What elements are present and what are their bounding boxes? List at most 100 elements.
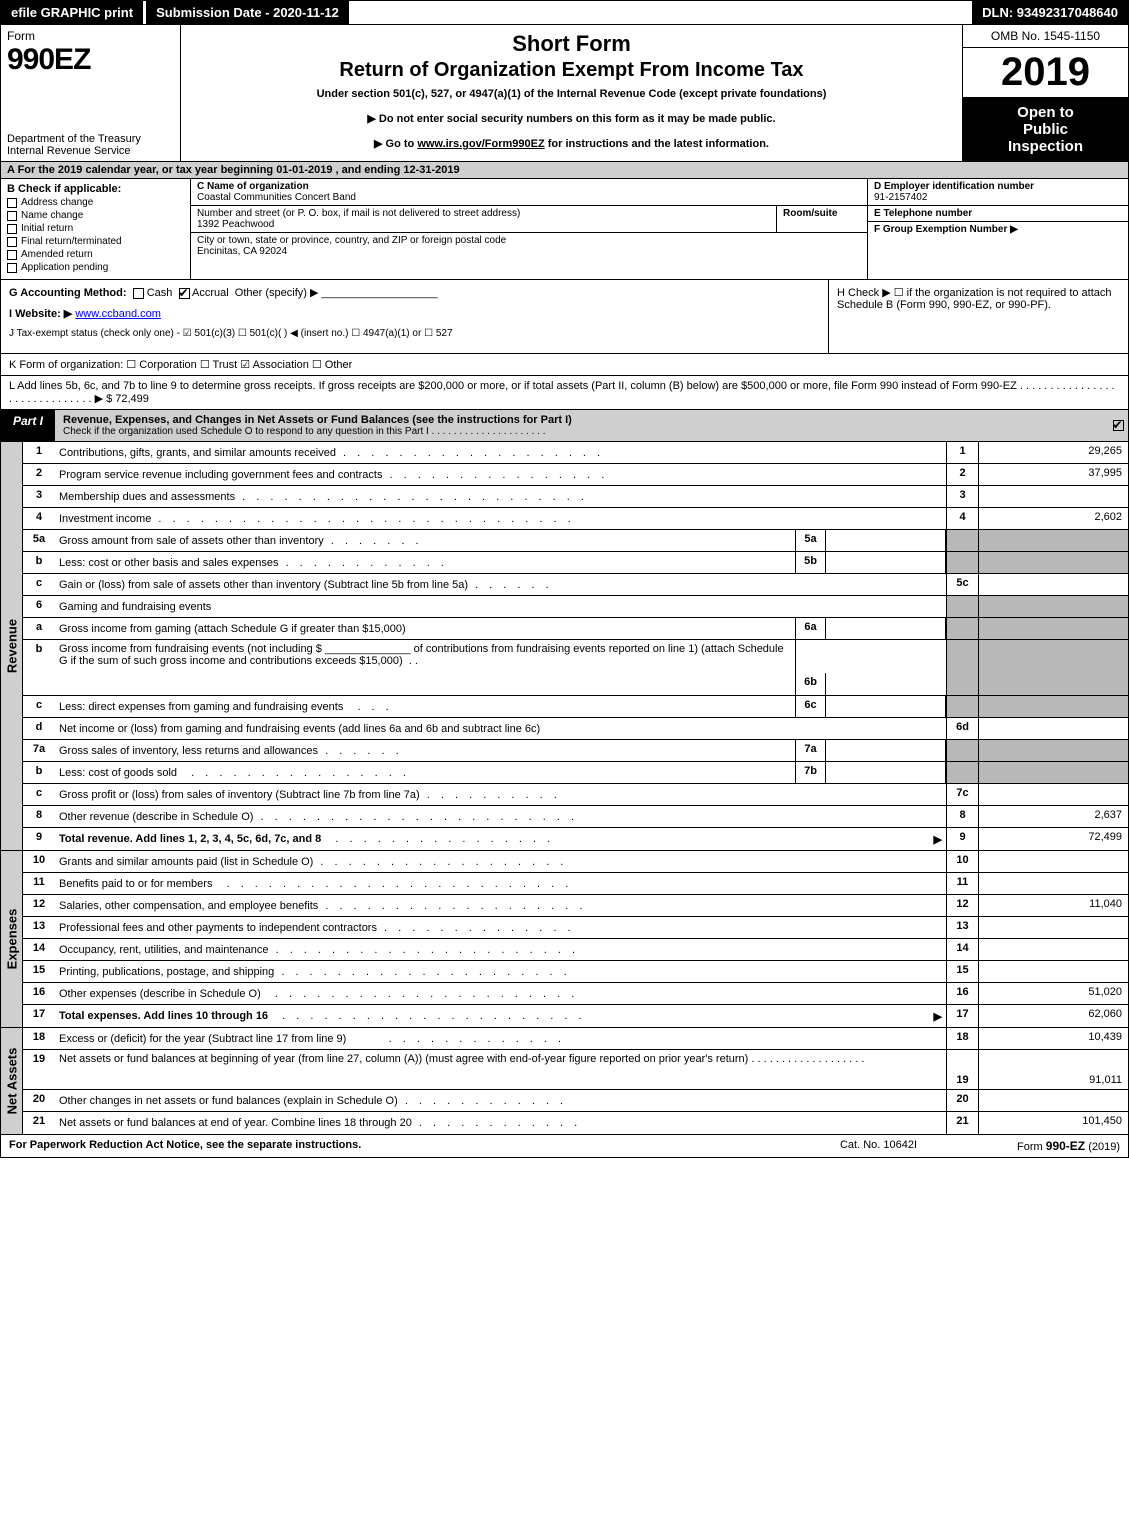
- line-2-num: 2: [23, 464, 55, 485]
- header-right: OMB No. 1545-1150 2019 Open to Public In…: [963, 25, 1128, 161]
- header-center: Short Form Return of Organization Exempt…: [181, 25, 963, 161]
- chk-cash[interactable]: [133, 288, 144, 299]
- row-i: I Website: ▶ www.ccband.com: [9, 307, 820, 320]
- line-6a-sv: [826, 618, 946, 639]
- footer-form-num: 990-EZ: [1046, 1139, 1085, 1153]
- opt-address-change: Address change: [21, 197, 93, 208]
- line-9-desc: Total revenue. Add lines 1, 2, 3, 4, 5c,…: [59, 833, 321, 845]
- street-section: Number and street (or P. O. box, if mail…: [191, 206, 777, 232]
- row-g: G Accounting Method: Cash Accrual Other …: [9, 286, 820, 299]
- subtitle: Under section 501(c), 527, or 4947(a)(1)…: [193, 88, 950, 100]
- line-10-desc: Grants and similar amounts paid (list in…: [59, 856, 313, 868]
- line-18-num: 18: [23, 1028, 55, 1049]
- sidebar-expenses-label: Expenses: [4, 909, 19, 970]
- opt-initial-return: Initial return: [21, 223, 73, 234]
- line-5a-sn: 5a: [796, 530, 826, 551]
- row-l-text: L Add lines 5b, 6c, and 7b to line 9 to …: [9, 380, 1115, 405]
- line-7b: bLess: cost of goods sold . . . . . . . …: [23, 762, 1128, 784]
- street-label: Number and street (or P. O. box, if mail…: [197, 208, 520, 219]
- line-1: 1Contributions, gifts, grants, and simil…: [23, 442, 1128, 464]
- line-6b-desc1: Gross income from fundraising events (no…: [59, 643, 322, 655]
- line-18-value: 10,439: [978, 1028, 1128, 1049]
- line-6b-rv-grey: [978, 640, 1128, 695]
- ein-label: D Employer identification number: [874, 181, 1034, 192]
- org-name-value: Coastal Communities Concert Band: [197, 192, 356, 203]
- line-7a-sn: 7a: [796, 740, 826, 761]
- irs-link[interactable]: www.irs.gov/Form990EZ: [417, 138, 544, 150]
- chk-final-return[interactable]: Final return/terminated: [7, 236, 184, 247]
- line-6d-num: d: [23, 718, 55, 739]
- line-11-rn: 11: [946, 873, 978, 894]
- chk-address-change[interactable]: Address change: [7, 197, 184, 208]
- line-5b-sv: [826, 552, 946, 573]
- line-8-desc: Other revenue (describe in Schedule O): [59, 811, 253, 823]
- submission-date-label: Submission Date - 2020-11-12: [146, 1, 350, 24]
- line-7a: 7aGross sales of inventory, less returns…: [23, 740, 1128, 762]
- line-12-desc: Salaries, other compensation, and employ…: [59, 900, 318, 912]
- telephone-cell: E Telephone number: [868, 206, 1128, 222]
- dept-treasury: Department of the Treasury Internal Reve…: [7, 133, 174, 157]
- group-exemption-label: F Group Exemption Number ▶: [874, 224, 1018, 235]
- line-7a-num: 7a: [23, 740, 55, 761]
- line-20-value: [978, 1090, 1128, 1111]
- org-name-section: C Name of organization Coastal Communiti…: [191, 179, 867, 206]
- line-19-rn: 19: [946, 1050, 978, 1089]
- line-6a-num: a: [23, 618, 55, 639]
- line-7c: cGross profit or (loss) from sales of in…: [23, 784, 1128, 806]
- line-5a-desc: Gross amount from sale of assets other t…: [59, 535, 324, 547]
- line-2-rn: 2: [946, 464, 978, 485]
- part-1-header: Part I Revenue, Expenses, and Changes in…: [0, 410, 1129, 442]
- line-6a-rv-grey: [978, 618, 1128, 639]
- chk-application-pending[interactable]: Application pending: [7, 262, 184, 273]
- chk-accrual[interactable]: [179, 288, 190, 299]
- line-2-desc: Program service revenue including govern…: [59, 469, 382, 481]
- line-4-num: 4: [23, 508, 55, 529]
- open2: Public: [967, 121, 1124, 138]
- efile-print-button[interactable]: efile GRAPHIC print: [1, 1, 144, 24]
- addr-row: Number and street (or P. O. box, if mail…: [191, 206, 867, 233]
- line-6b-desc-wrap: Gross income from fundraising events (no…: [55, 640, 795, 695]
- line-6d: dNet income or (loss) from gaming and fu…: [23, 718, 1128, 740]
- g-label: G Accounting Method:: [9, 287, 127, 299]
- line-7a-rv-grey: [978, 740, 1128, 761]
- line-16-value: 51,020: [978, 983, 1128, 1004]
- line-6c-sv: [826, 696, 946, 717]
- footer-cat-no: Cat. No. 10642I: [840, 1139, 917, 1153]
- sidebar-expenses: Expenses: [1, 851, 23, 1027]
- website-link[interactable]: www.ccband.com: [75, 308, 161, 320]
- line-9-arrow-icon: ▶: [934, 833, 942, 846]
- line-10-rn: 10: [946, 851, 978, 872]
- line-6c-rn-grey: [946, 696, 978, 717]
- line-16-desc: Other expenses (describe in Schedule O): [59, 988, 261, 1000]
- line-15-num: 15: [23, 961, 55, 982]
- revenue-lines: 1Contributions, gifts, grants, and simil…: [23, 442, 1128, 850]
- form-word: Form: [7, 29, 174, 43]
- line-6d-rn: 6d: [946, 718, 978, 739]
- line-6-num: 6: [23, 596, 55, 617]
- header-left: Form 990EZ Department of the Treasury In…: [1, 25, 181, 161]
- line-6b-rn-grey: [946, 640, 978, 695]
- sidebar-revenue: Revenue: [1, 442, 23, 850]
- part-1-sub: Check if the organization used Schedule …: [63, 426, 1100, 437]
- box-b: B Check if applicable: Address change Na…: [1, 179, 191, 279]
- line-5a-rv-grey: [978, 530, 1128, 551]
- line-10-value: [978, 851, 1128, 872]
- line-5c-desc: Gain or (loss) from sale of assets other…: [59, 579, 468, 591]
- line-8-rn: 8: [946, 806, 978, 827]
- note-ssn: ▶ Do not enter social security numbers o…: [193, 112, 950, 125]
- chk-amended-return[interactable]: Amended return: [7, 249, 184, 260]
- part-1-schedule-o-check[interactable]: [1108, 410, 1128, 441]
- line-20-desc: Other changes in net assets or fund bala…: [59, 1095, 398, 1107]
- chk-name-change[interactable]: Name change: [7, 210, 184, 221]
- sidebar-revenue-label: Revenue: [4, 619, 19, 673]
- chk-initial-return[interactable]: Initial return: [7, 223, 184, 234]
- part-1-title-text: Revenue, Expenses, and Changes in Net As…: [63, 414, 572, 426]
- dept-line1: Department of the Treasury: [7, 133, 174, 145]
- line-14-desc: Occupancy, rent, utilities, and maintena…: [59, 944, 269, 956]
- line-15-value: [978, 961, 1128, 982]
- line-18: 18Excess or (deficit) for the year (Subt…: [23, 1028, 1128, 1050]
- line-17-arrow-icon: ▶: [934, 1010, 942, 1023]
- line-16-num: 16: [23, 983, 55, 1004]
- line-16-rn: 16: [946, 983, 978, 1004]
- line-6c-desc: Less: direct expenses from gaming and fu…: [59, 701, 343, 713]
